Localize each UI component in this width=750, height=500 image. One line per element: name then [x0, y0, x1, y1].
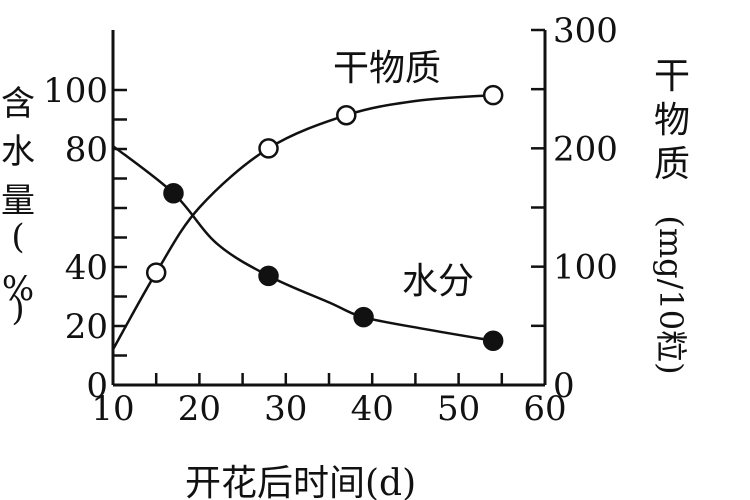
ticks: [111, 28, 547, 387]
left-axis-title-char: %: [2, 269, 34, 309]
dry-matter-point: [145, 262, 167, 283]
x-tick-label: 10: [91, 389, 134, 429]
right-tick-label: 0: [553, 366, 575, 406]
left-tick-label: 40: [65, 248, 108, 288]
left-tick-label: 0: [86, 366, 108, 406]
left-axis-title-char: 量: [1, 181, 35, 221]
x-tick-label: 30: [264, 389, 307, 429]
series-label-water: 水分: [402, 261, 474, 302]
dry-matter-point: [336, 104, 357, 126]
x-tick-label: 50: [437, 389, 480, 429]
series-label-dry-matter: 干物质: [333, 48, 441, 89]
series-line-water: [112, 145, 494, 342]
right-axis-title: 干物质 (mg/10粒): [652, 56, 690, 375]
left-axis-title: 含水量(%): [1, 84, 35, 329]
left-axis-title-char: 水: [1, 132, 35, 172]
right-axis-title-char: 物: [654, 100, 690, 141]
left-axis-title-char: ): [11, 289, 24, 329]
left-tick-label: 80: [65, 130, 108, 170]
dry-matter-point: [258, 138, 279, 159]
left-tick-label: 20: [65, 307, 108, 347]
series-line-dry-matter: [111, 93, 494, 351]
axes: [111, 30, 547, 387]
right-tick-label: 200: [553, 129, 618, 169]
water-point: [258, 265, 279, 287]
x-tick-label: 40: [351, 389, 394, 429]
right-tick-label: 100: [553, 248, 618, 288]
left-tick-label: 100: [43, 71, 108, 111]
water-point: [482, 330, 504, 351]
right-axis-title-char: 质: [654, 144, 690, 185]
markers: [145, 84, 504, 351]
right-axis-title-char: 干: [654, 56, 690, 97]
water-point: [163, 183, 184, 204]
right-tick-label: 300: [553, 11, 618, 51]
left-axis-title-char: 含: [1, 84, 35, 124]
dry-matter-point: [482, 84, 504, 106]
x-axis-title: 开花后时间(d): [185, 463, 416, 500]
left-axis-title-char: (: [11, 217, 24, 257]
right-axis-unit: (mg/10粒): [652, 215, 690, 374]
curves: [111, 93, 494, 351]
x-tick-label: 60: [523, 389, 566, 429]
water-point: [353, 306, 374, 328]
x-tick-label: 20: [178, 389, 221, 429]
